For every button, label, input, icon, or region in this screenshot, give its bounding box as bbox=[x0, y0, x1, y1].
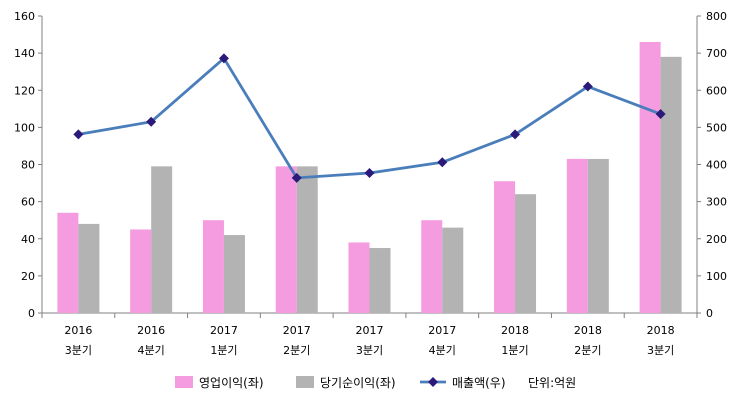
x-category-quarter: 1분기 bbox=[210, 344, 237, 357]
revenue-point bbox=[146, 116, 157, 127]
left-tick-label: 160 bbox=[14, 10, 35, 23]
right-tick-label: 800 bbox=[706, 10, 727, 23]
x-category-quarter: 2분기 bbox=[283, 344, 310, 357]
bar-operating-profit bbox=[275, 166, 297, 313]
left-tick-label: 120 bbox=[14, 84, 35, 97]
right-tick-label: 400 bbox=[706, 159, 727, 172]
left-tick-label: 140 bbox=[14, 47, 35, 60]
x-category-quarter: 3분기 bbox=[647, 344, 674, 357]
bar-net-income bbox=[151, 166, 173, 313]
bar-operating-profit bbox=[421, 220, 443, 313]
x-category-quarter: 3분기 bbox=[356, 344, 383, 357]
x-category-year: 2017 bbox=[283, 324, 311, 337]
legend-label-revenue: 매출액(우) bbox=[452, 376, 506, 390]
x-category-year: 2016 bbox=[64, 324, 92, 337]
bar-net-income bbox=[369, 248, 391, 313]
x-category-quarter: 1분기 bbox=[501, 344, 528, 357]
bar-operating-profit bbox=[494, 181, 516, 313]
legend-swatch-net-income bbox=[296, 376, 314, 388]
right-tick-label: 600 bbox=[706, 84, 727, 97]
left-tick-label: 80 bbox=[21, 159, 35, 172]
revenue-point bbox=[364, 168, 375, 179]
bar-operating-profit bbox=[639, 41, 661, 314]
left-tick-label: 0 bbox=[28, 307, 35, 320]
bar-net-income bbox=[660, 56, 682, 314]
x-category-year: 2018 bbox=[574, 324, 602, 337]
legend-label-net-income: 당기순이익(좌) bbox=[320, 376, 396, 390]
x-category-quarter: 4분기 bbox=[138, 344, 165, 357]
bar-net-income bbox=[442, 227, 464, 313]
bar-net-income bbox=[515, 194, 537, 313]
x-category-year: 2017 bbox=[210, 324, 238, 337]
right-tick-label: 300 bbox=[706, 196, 727, 209]
bar-operating-profit bbox=[566, 158, 588, 313]
bar-net-income bbox=[296, 166, 318, 313]
bar-net-income bbox=[223, 235, 245, 313]
legend-label-operating-profit: 영업이익(좌) bbox=[199, 376, 264, 390]
revenue-point bbox=[437, 157, 448, 168]
x-category-quarter: 2분기 bbox=[574, 344, 601, 357]
bar-operating-profit bbox=[348, 242, 370, 313]
bar-net-income bbox=[587, 158, 609, 313]
x-category-quarter: 3분기 bbox=[65, 344, 92, 357]
left-tick-label: 60 bbox=[21, 196, 35, 209]
bar-operating-profit bbox=[57, 212, 79, 313]
revenue-point bbox=[582, 81, 593, 92]
revenue-point bbox=[291, 172, 302, 183]
right-tick-label: 200 bbox=[706, 233, 727, 246]
revenue-point bbox=[73, 129, 84, 140]
bar-net-income bbox=[78, 223, 100, 313]
unit-label: 단위:억원 bbox=[528, 376, 576, 390]
bar-operating-profit bbox=[202, 220, 224, 313]
right-tick-label: 0 bbox=[706, 307, 713, 320]
left-tick-label: 20 bbox=[21, 270, 35, 283]
bar-operating-profit bbox=[130, 229, 152, 313]
revenue-point bbox=[218, 53, 229, 64]
right-tick-label: 500 bbox=[706, 121, 727, 134]
legend-swatch-operating-profit bbox=[175, 376, 193, 388]
left-tick-label: 40 bbox=[21, 233, 35, 246]
legend-swatch-revenue-marker bbox=[428, 377, 438, 387]
x-category-year: 2017 bbox=[356, 324, 384, 337]
revenue-point bbox=[510, 129, 521, 140]
right-tick-label: 700 bbox=[706, 47, 727, 60]
x-category-year: 2018 bbox=[647, 324, 675, 337]
x-category-year: 2018 bbox=[501, 324, 529, 337]
revenue-point bbox=[655, 109, 666, 120]
left-tick-label: 100 bbox=[14, 121, 35, 134]
x-category-year: 2017 bbox=[428, 324, 456, 337]
x-category-quarter: 4분기 bbox=[429, 344, 456, 357]
x-category-year: 2016 bbox=[137, 324, 165, 337]
right-tick-label: 100 bbox=[706, 270, 727, 283]
